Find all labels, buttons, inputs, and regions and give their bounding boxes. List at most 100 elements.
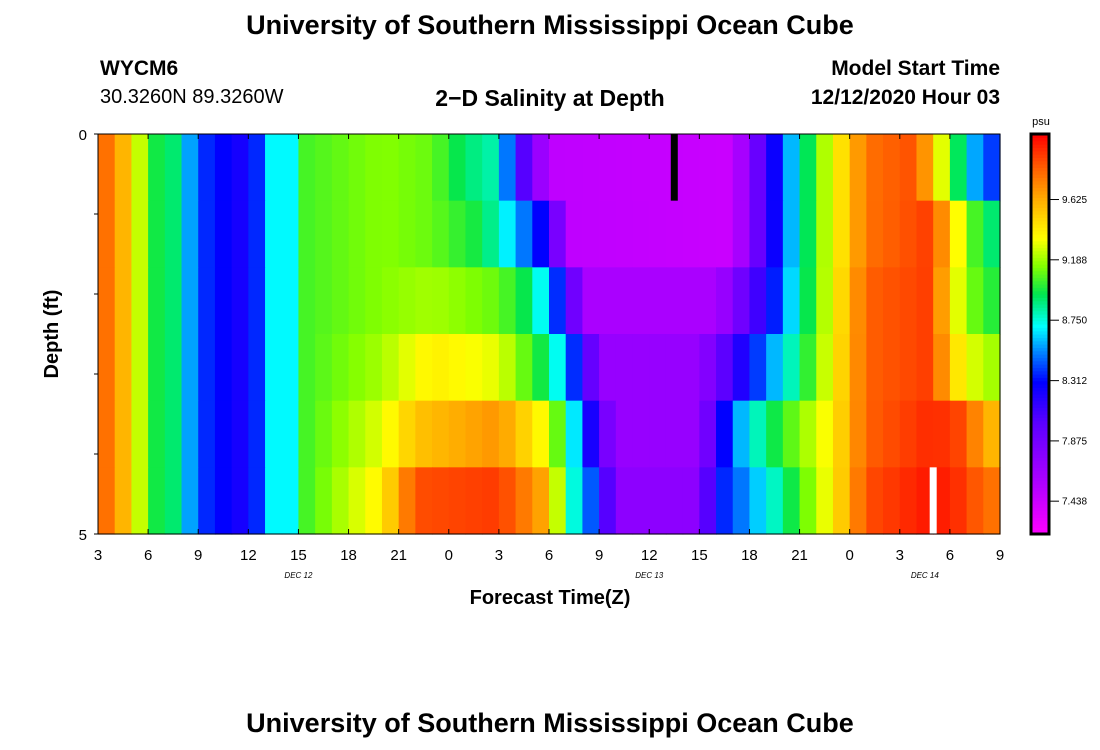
heatmap-cell (749, 267, 767, 335)
heatmap-cell (114, 200, 132, 268)
heatmap-cell (749, 200, 767, 268)
heatmap-cell (348, 267, 366, 335)
heatmap-cell (615, 134, 634, 202)
heatmap-cell (398, 134, 416, 202)
heatmap-cell (315, 334, 333, 402)
heatmap-cell (298, 200, 316, 268)
colorbar-segment (1031, 327, 1049, 332)
heatmap-cell (148, 200, 166, 268)
colorbar-segment (1031, 390, 1049, 395)
colorbar-segment (1031, 154, 1049, 158)
colorbar-segment (1031, 360, 1049, 365)
colorbar-segment (1031, 510, 1049, 515)
date-label: DEC 14 (911, 571, 940, 580)
heatmap-cell (832, 267, 851, 335)
heatmap-cell (298, 134, 316, 202)
heatmap-cell (98, 400, 116, 468)
heatmap-cell (298, 267, 316, 335)
colorbar-segment (1031, 317, 1049, 322)
heatmap-cell (432, 467, 450, 535)
colorbar-segment (1031, 357, 1049, 362)
heatmap-cell (231, 400, 249, 468)
heatmap-cell (498, 400, 517, 468)
colorbar-segment (1031, 300, 1049, 305)
heatmap-cell (983, 200, 1001, 268)
heatmap-cell (916, 134, 934, 202)
heatmap-cell (231, 334, 249, 402)
heatmap-cell (331, 134, 350, 202)
heatmap-cell (315, 200, 333, 268)
heatmap-cell (983, 134, 1001, 202)
colorbar-segment (1031, 167, 1049, 172)
heatmap-cell (381, 200, 400, 268)
heatmap-cell (799, 334, 817, 402)
heatmap-cell (849, 134, 867, 202)
heatmap-cell (899, 200, 918, 268)
heatmap-cell (198, 467, 216, 535)
heatmap-cell (949, 267, 968, 335)
colorbar-segment (1031, 507, 1049, 512)
heatmap-cell (866, 334, 884, 402)
heatmap-cell (515, 267, 533, 335)
colorbar-segment (1031, 347, 1049, 352)
heatmap-cell (682, 200, 700, 268)
heatmap-cell (933, 334, 951, 402)
y-tick-label: 5 (79, 527, 87, 544)
heatmap-cell (749, 134, 767, 202)
colorbar-segment (1031, 234, 1049, 238)
heatmap-cell (565, 467, 583, 535)
heatmap-cell (699, 267, 717, 335)
heatmap-cell (498, 334, 517, 402)
heatmap-cell (198, 134, 216, 202)
colorbar-segment (1031, 490, 1049, 495)
heatmap-cell (782, 400, 801, 468)
heatmap-cell (682, 267, 700, 335)
heatmap-cell (181, 334, 199, 402)
heatmap-cell (916, 400, 934, 468)
heatmap-cell (816, 400, 834, 468)
heatmap-cell (632, 334, 650, 402)
colorbar-segment (1031, 210, 1049, 215)
colorbar-segment (1031, 424, 1049, 428)
heatmap-cell (331, 334, 350, 402)
colorbar-segment (1031, 364, 1049, 368)
colorbar-segment (1031, 177, 1049, 182)
heatmap-cell (849, 400, 867, 468)
colorbar-segment (1031, 310, 1049, 315)
x-tick-label: 3 (896, 547, 904, 564)
heatmap-cell (699, 400, 717, 468)
colorbar-segment (1031, 174, 1049, 178)
heatmap-cell (181, 267, 199, 335)
heatmap-cell (849, 267, 867, 335)
colorbar-legend: 9.625 9.188 8.750 8.312 7.875 7.438 (1029, 132, 1087, 536)
heatmap-cell (515, 334, 533, 402)
heatmap-cell (849, 200, 867, 268)
station-coordinates: 30.3260N 89.3260W (100, 86, 284, 108)
colorbar-segment (1031, 274, 1049, 278)
x-tick-label: 6 (946, 547, 954, 564)
x-tick-label: 21 (791, 547, 808, 564)
heatmap-cell (131, 200, 149, 268)
colorbar-segment (1031, 434, 1049, 438)
colorbar-segment (1031, 344, 1049, 348)
heatmap-cell (248, 400, 266, 468)
heatmap-cell (482, 134, 500, 202)
heatmap-cell (665, 334, 684, 402)
heatmap-cell (164, 334, 183, 402)
colorbar-segment (1031, 477, 1049, 482)
colorbar-segment (1031, 230, 1049, 235)
heatmap-cell (766, 134, 784, 202)
y-axis-label: Depth (ft) (41, 290, 63, 379)
heatmap-cell (381, 267, 400, 335)
heatmap-cell (214, 267, 233, 335)
heatmap-cell (782, 200, 801, 268)
heatmap-cell (164, 467, 183, 535)
colorbar-segment (1031, 427, 1049, 432)
heatmap-cell (532, 467, 550, 535)
heatmap-cell (582, 134, 600, 202)
heatmap-cell (766, 467, 784, 535)
heatmap-cell (866, 467, 884, 535)
heatmap-cell (599, 334, 617, 402)
heatmap-cell (816, 267, 834, 335)
